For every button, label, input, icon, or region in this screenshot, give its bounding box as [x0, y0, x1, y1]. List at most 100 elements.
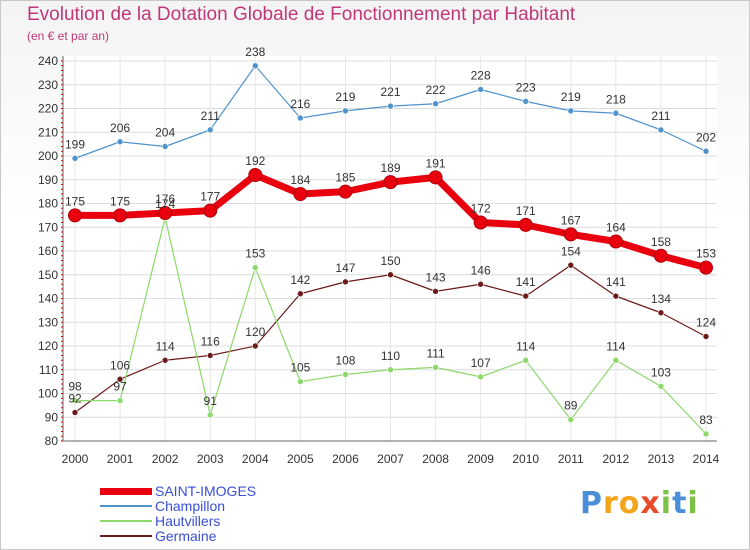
- data-point-saint-imoges: [248, 168, 263, 182]
- data-label-germaine: 114: [156, 339, 175, 353]
- y-tick-label: 160: [38, 244, 58, 258]
- data-label-champillon: 211: [201, 109, 220, 123]
- logo-letter: t: [672, 486, 688, 521]
- x-tick-label: 2009: [467, 452, 494, 466]
- chart-title: Evolution de la Dotation Globale de Fonc…: [27, 4, 576, 25]
- data-label-saint-imoges: 158: [651, 235, 671, 249]
- legend-swatch: [100, 505, 152, 507]
- data-label-germaine: 120: [245, 325, 265, 339]
- data-label-germaine: 106: [110, 358, 130, 372]
- data-label-champillon: 202: [696, 130, 716, 144]
- data-label-saint-imoges: 153: [696, 247, 716, 261]
- data-label-germaine: 141: [606, 275, 626, 289]
- data-point-germaine: [161, 356, 169, 364]
- data-label-hautvillers: 111: [426, 346, 445, 360]
- y-tick-label: 100: [38, 387, 58, 401]
- y-tick-label: 210: [38, 125, 58, 139]
- data-label-hautvillers: 114: [516, 339, 535, 353]
- y-tick-label: 130: [38, 315, 58, 329]
- legend-swatch: [100, 535, 152, 537]
- logo-letter: x: [640, 486, 661, 521]
- data-label-champillon: 211: [651, 109, 670, 123]
- data-label-saint-imoges: 189: [380, 161, 400, 175]
- data-label-champillon: 223: [516, 80, 536, 94]
- x-tick-label: 2000: [62, 452, 89, 466]
- data-label-germaine: 92: [68, 392, 82, 406]
- data-point-champillon: [702, 147, 710, 155]
- data-point-saint-imoges: [653, 248, 668, 263]
- data-label-germaine: 143: [426, 270, 446, 284]
- data-point-hautvillers: [297, 378, 304, 385]
- legend-item-germaine: Germaine: [100, 529, 400, 544]
- data-label-saint-imoges: 167: [561, 213, 581, 227]
- legend-label: Champillon: [155, 498, 226, 514]
- data-point-saint-imoges: [158, 206, 173, 220]
- data-point-saint-imoges: [113, 208, 128, 223]
- data-label-saint-imoges: 164: [606, 221, 626, 235]
- chart-subtitle: (en € et par an): [27, 29, 110, 43]
- data-point-germaine: [297, 290, 304, 298]
- data-point-germaine: [206, 352, 214, 359]
- data-label-germaine: 146: [471, 263, 491, 277]
- data-label-germaine: 134: [651, 292, 671, 306]
- data-point-hautvillers: [251, 264, 259, 271]
- data-point-germaine: [342, 278, 349, 286]
- data-point-champillon: [116, 138, 124, 146]
- y-tick-label: 170: [38, 220, 58, 234]
- data-point-germaine: [612, 292, 620, 300]
- data-point-germaine: [71, 409, 79, 416]
- data-label-champillon: 216: [290, 97, 310, 111]
- legend-item-saint-imoges: SAINT-IMOGES: [100, 484, 400, 499]
- legend-item-champillon: Champillon: [100, 499, 400, 514]
- y-tick-label: 180: [38, 197, 58, 211]
- legend-swatch: [100, 520, 152, 522]
- data-point-germaine: [251, 342, 259, 350]
- y-tick-label: 120: [38, 339, 58, 353]
- y-tick-label: 200: [38, 149, 58, 163]
- data-point-saint-imoges: [338, 184, 353, 199]
- data-label-germaine: 142: [290, 273, 310, 287]
- data-label-germaine: 116: [201, 335, 220, 349]
- data-point-germaine: [477, 280, 484, 288]
- data-label-champillon: 199: [65, 137, 85, 151]
- data-label-champillon: 218: [606, 92, 626, 106]
- y-tick-label: 110: [39, 363, 58, 377]
- data-point-hautvillers: [432, 364, 439, 371]
- x-tick-label: 2008: [422, 452, 449, 466]
- data-label-saint-imoges: 185: [335, 171, 355, 185]
- data-point-saint-imoges: [608, 234, 623, 249]
- data-label-hautvillers: 110: [381, 349, 400, 363]
- data-label-champillon: 222: [426, 83, 446, 97]
- data-point-champillon: [206, 126, 214, 134]
- data-label-germaine: 154: [561, 244, 581, 258]
- y-tick-label: 80: [45, 434, 59, 448]
- data-label-champillon: 204: [155, 126, 175, 140]
- data-point-champillon: [71, 155, 79, 162]
- data-point-champillon: [657, 126, 665, 134]
- data-label-saint-imoges: 191: [426, 156, 446, 170]
- data-point-saint-imoges: [518, 217, 533, 232]
- data-label-hautvillers: 103: [651, 365, 671, 379]
- proxiti-logo: Proxiti: [580, 486, 699, 521]
- data-point-hautvillers: [702, 430, 710, 438]
- chart-legend: SAINT-IMOGES Champillon Hautvillers Germain…: [100, 484, 400, 544]
- y-tick-label: 150: [38, 268, 58, 282]
- data-point-champillon: [387, 102, 394, 110]
- data-point-champillon: [477, 86, 484, 93]
- x-tick-label: 2014: [693, 452, 720, 466]
- data-point-germaine: [432, 288, 439, 295]
- data-label-hautvillers: 83: [699, 413, 713, 427]
- data-point-hautvillers: [612, 356, 620, 364]
- legend-swatch: [100, 487, 152, 495]
- data-label-hautvillers: 153: [245, 247, 265, 261]
- data-label-saint-imoges: 175: [110, 194, 130, 208]
- y-tick-label: 140: [38, 292, 58, 306]
- legend-label: Hautvillers: [155, 513, 221, 529]
- data-point-germaine: [657, 309, 665, 317]
- data-label-germaine: 150: [380, 254, 400, 268]
- y-tick-label: 240: [38, 54, 58, 68]
- y-tick-label: 230: [38, 78, 58, 92]
- logo-letter: i: [660, 486, 673, 521]
- data-point-champillon: [612, 109, 620, 117]
